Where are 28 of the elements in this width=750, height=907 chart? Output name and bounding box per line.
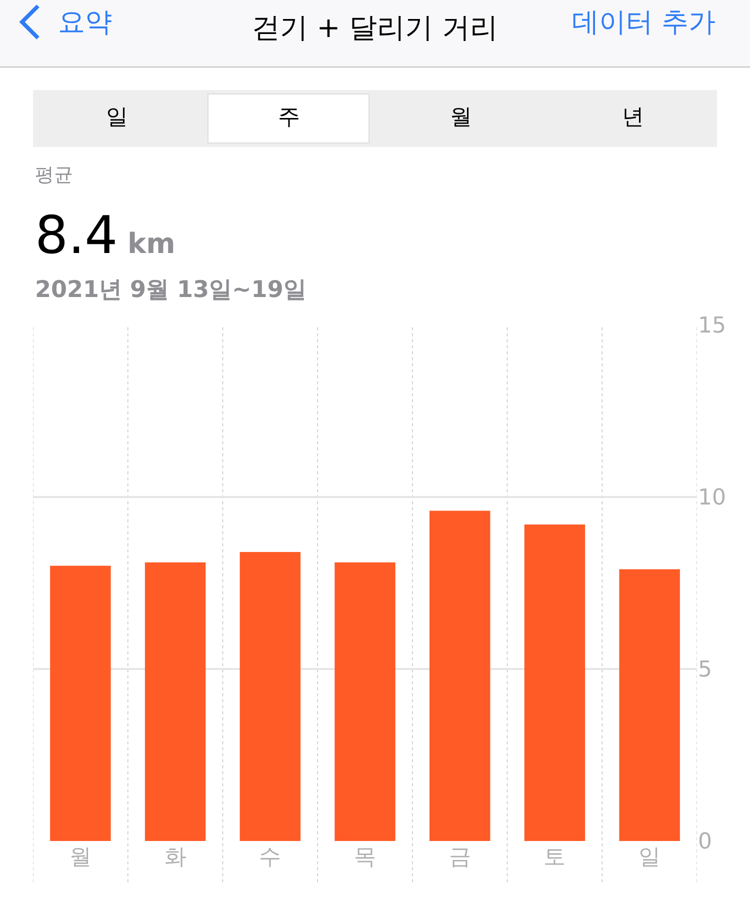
text: 일 bbox=[106, 105, 128, 130]
text: 2021년 9월 13일~19일 bbox=[35, 277, 306, 303]
x-tick-label: 화 bbox=[164, 845, 186, 870]
bar bbox=[430, 510, 490, 841]
y-tick-label: 10 bbox=[698, 486, 726, 511]
chart-title: 걷기 + 달리기 거리 bbox=[252, 10, 498, 44]
text: 년 bbox=[622, 105, 644, 130]
y-tick-label: 15 bbox=[698, 314, 726, 339]
text: 요약 bbox=[58, 7, 112, 38]
text: 8.4 km bbox=[35, 206, 176, 266]
text: 데이터 추가 bbox=[572, 7, 716, 38]
x-tick-label: 금 bbox=[448, 845, 471, 870]
text: 평균 bbox=[35, 164, 73, 186]
x-tick-label: 월 bbox=[69, 845, 92, 870]
bar bbox=[50, 566, 111, 841]
x-tick-label: 일 bbox=[638, 845, 661, 870]
y-tick-label: 5 bbox=[698, 658, 712, 683]
y-tick-label: 0 bbox=[698, 830, 712, 855]
bar bbox=[240, 552, 300, 841]
bar bbox=[144, 562, 206, 841]
bar bbox=[334, 562, 396, 841]
text: 월 bbox=[450, 105, 472, 130]
x-tick-label: 토 bbox=[544, 845, 566, 870]
text: 주 bbox=[278, 105, 300, 130]
x-tick-label: 수 bbox=[259, 845, 282, 870]
x-tick-label: 목 bbox=[354, 845, 376, 870]
bar bbox=[524, 524, 586, 841]
bar bbox=[619, 569, 680, 841]
